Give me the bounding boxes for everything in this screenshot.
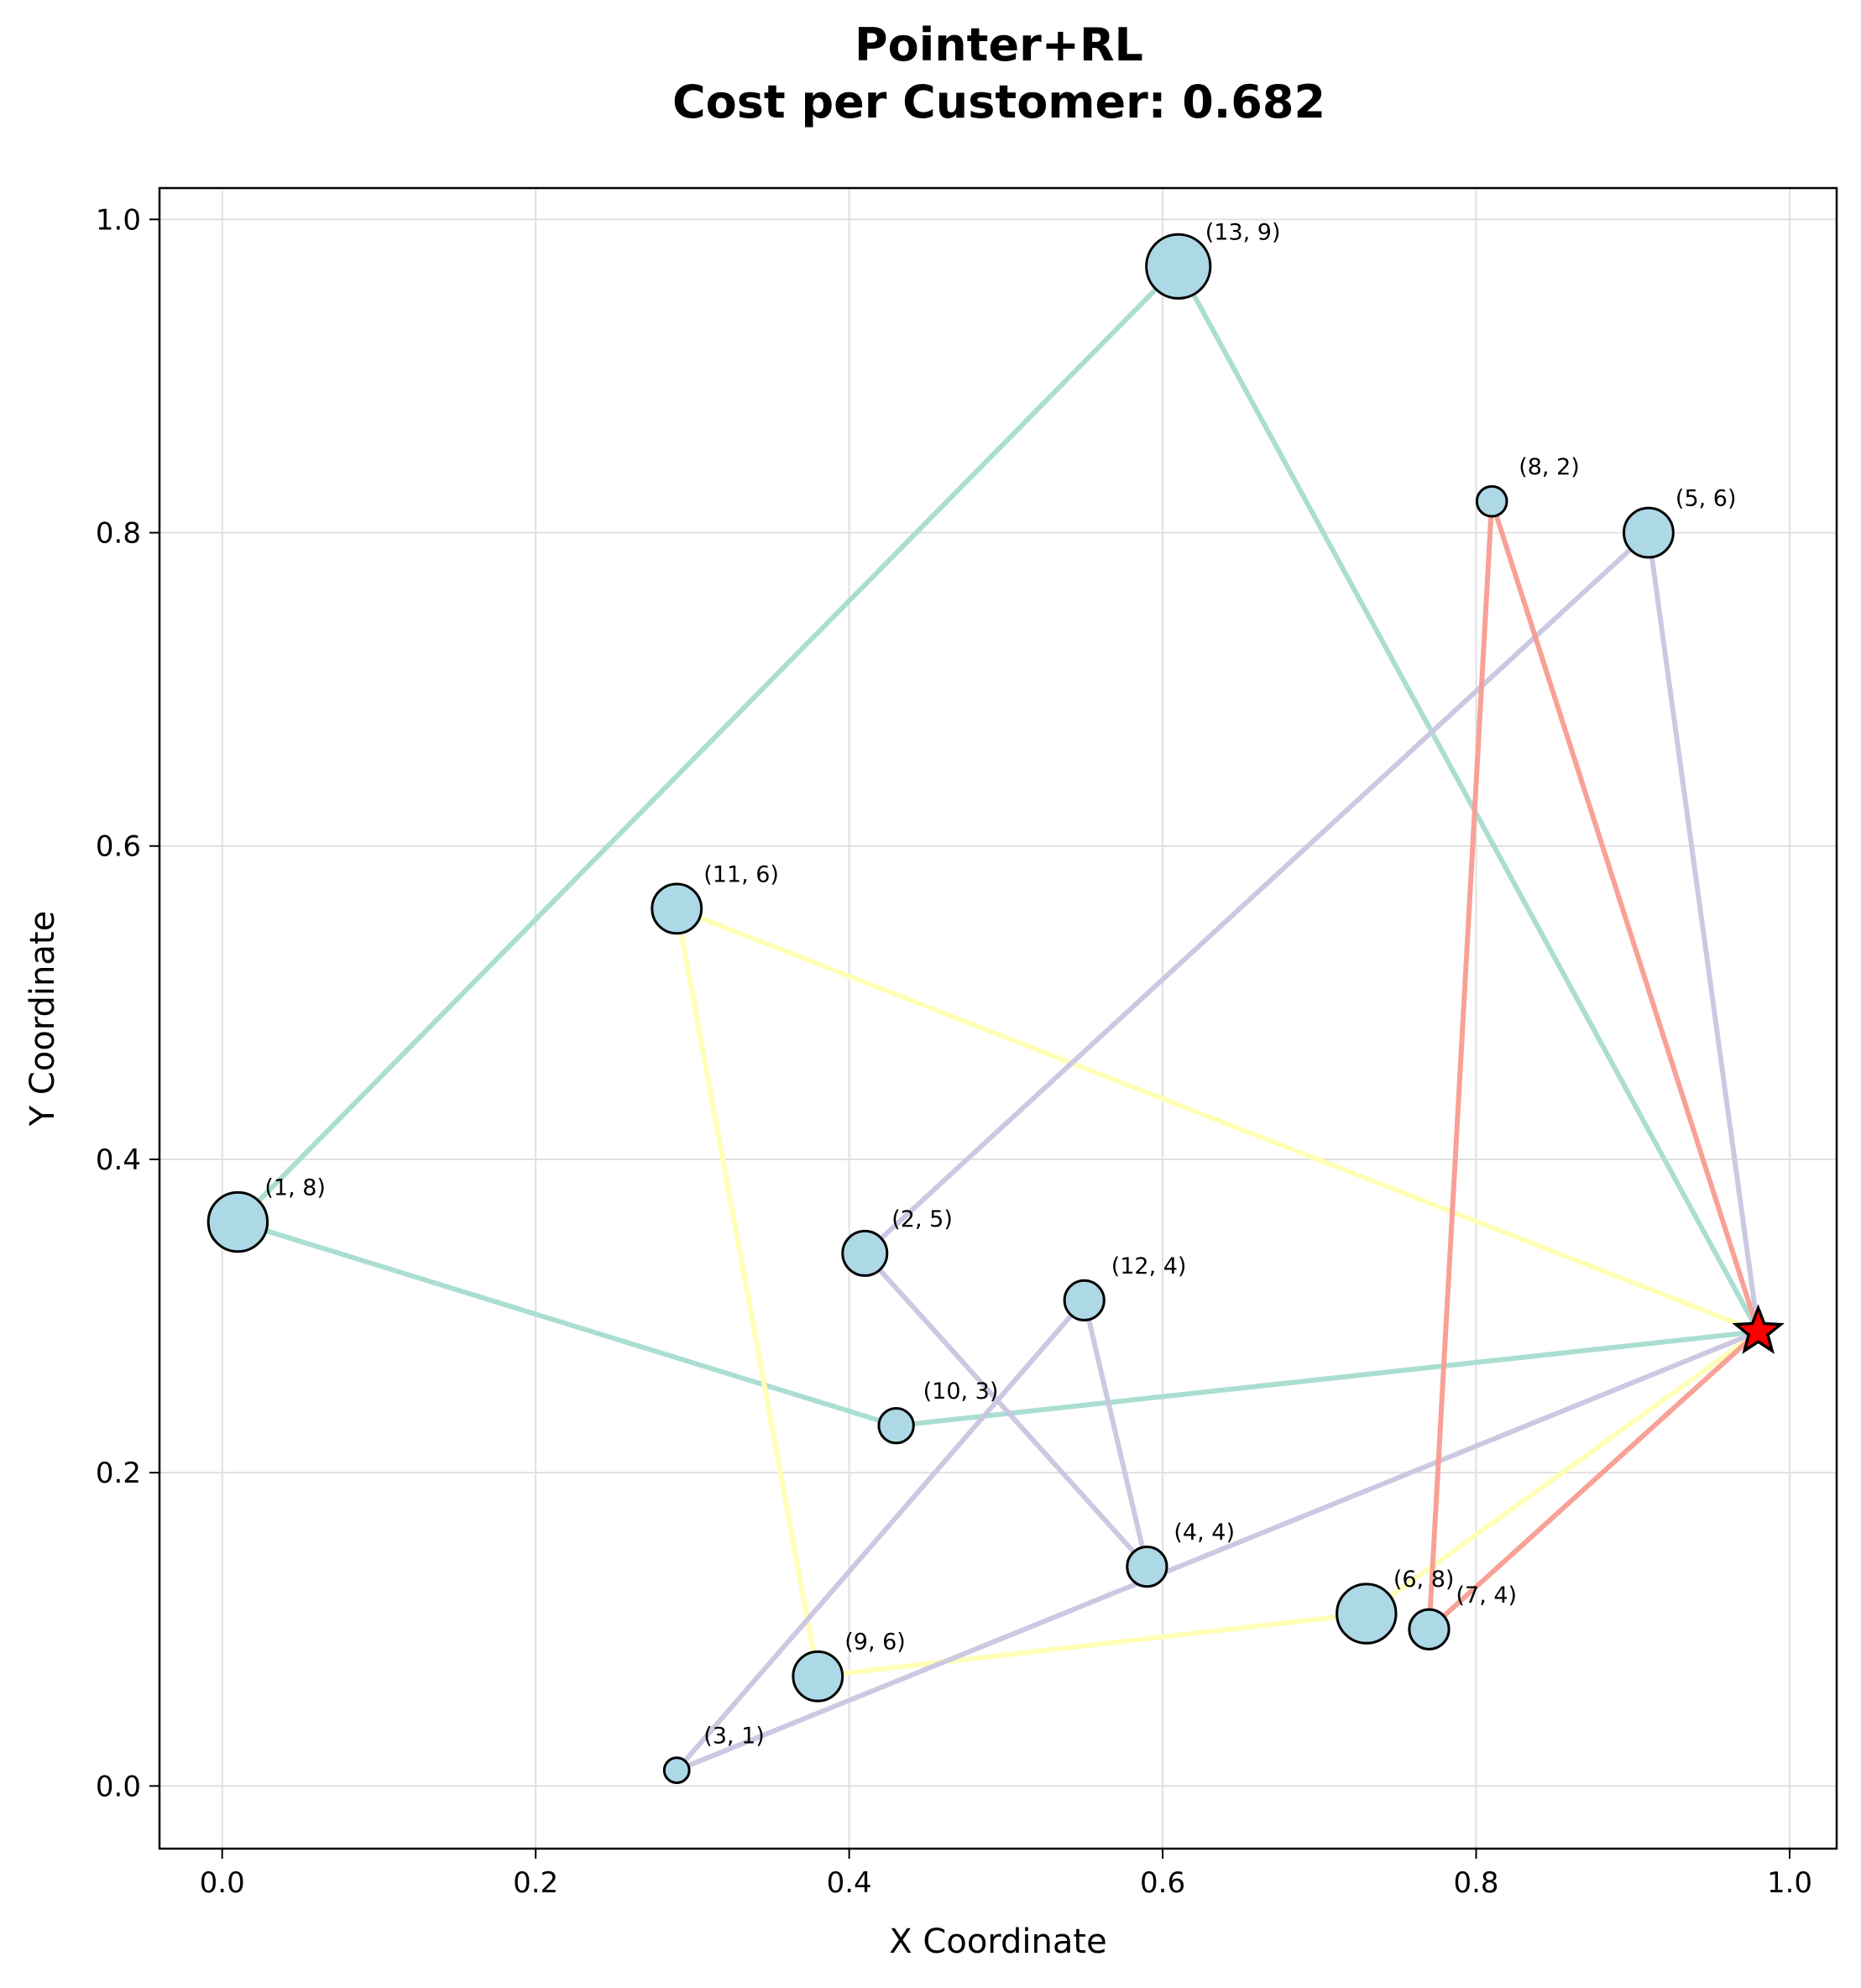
customer-node [206,1190,269,1253]
customer-label: (4, 4) [1174,1520,1235,1546]
customer-label: (7, 4) [1456,1583,1518,1609]
customer-label: (10, 3) [923,1379,999,1405]
customer-node [1623,506,1675,559]
plot-frame [158,186,1838,1850]
x-axis-ticks: 0.0 0.2 0.4 0.6 0.8 1.0 [200,1849,1812,1900]
customer-label: (6, 8) [1393,1567,1455,1593]
customer-label: (9, 6) [844,1630,906,1656]
customer-node [1126,1546,1168,1588]
x-tick-label: 1.0 [1767,1866,1812,1900]
x-tick-label: 0.8 [1453,1866,1498,1900]
y-axis-label: Y Coordinate [24,911,62,1127]
y-tick-label: 0.0 [96,1770,141,1803]
y-tick-label: 0.2 [96,1457,141,1490]
customer-node [662,1756,691,1785]
node-labels: (1, 8) (2, 5) (3, 1) (4, 4) (5, 6) (6, 8)(7, … [264,219,1736,1749]
customer-node [1336,1583,1398,1645]
y-axis-ticks: 0.0 0.2 0.4 0.6 0.8 1.0 [96,203,159,1803]
chart-title: Pointer+RL [855,18,1143,71]
customer-node [841,1229,889,1277]
x-tick-label: 0.6 [1140,1866,1185,1900]
nodes [206,233,1675,1785]
customer-label: (2, 5) [891,1206,953,1232]
grid [159,188,1837,1849]
x-tick-label: 0.0 [200,1866,245,1900]
y-tick-label: 0.4 [96,1143,141,1177]
y-tick-label: 1.0 [96,203,141,237]
customer-node [1063,1279,1106,1321]
x-tick-label: 0.2 [513,1866,558,1900]
customer-label: (3, 1) [703,1724,765,1750]
chart-subtitle: Cost per Customer: 0.682 [672,76,1325,128]
depot [1732,1304,1785,1354]
customer-node [1475,484,1508,518]
customer-node [651,882,703,935]
customer-node [1145,233,1212,300]
x-tick-label: 0.4 [827,1866,872,1900]
customer-label: (12, 4) [1111,1253,1187,1279]
customer-node [877,1406,915,1445]
customer-node [1408,1608,1451,1651]
customer-label: (8, 2) [1519,454,1580,480]
route-line [1426,499,1761,1632]
y-tick-label: 0.6 [96,830,141,864]
depot-star [1732,1304,1785,1354]
customer-label: (1, 8) [264,1175,326,1201]
customer-label: (11, 6) [703,861,779,887]
customer-node [792,1650,844,1703]
customer-label: (13, 9) [1205,219,1281,245]
customer-label: (5, 6) [1675,486,1737,512]
x-axis-label: X Coordinate [889,1923,1106,1961]
y-tick-label: 0.8 [96,517,141,551]
